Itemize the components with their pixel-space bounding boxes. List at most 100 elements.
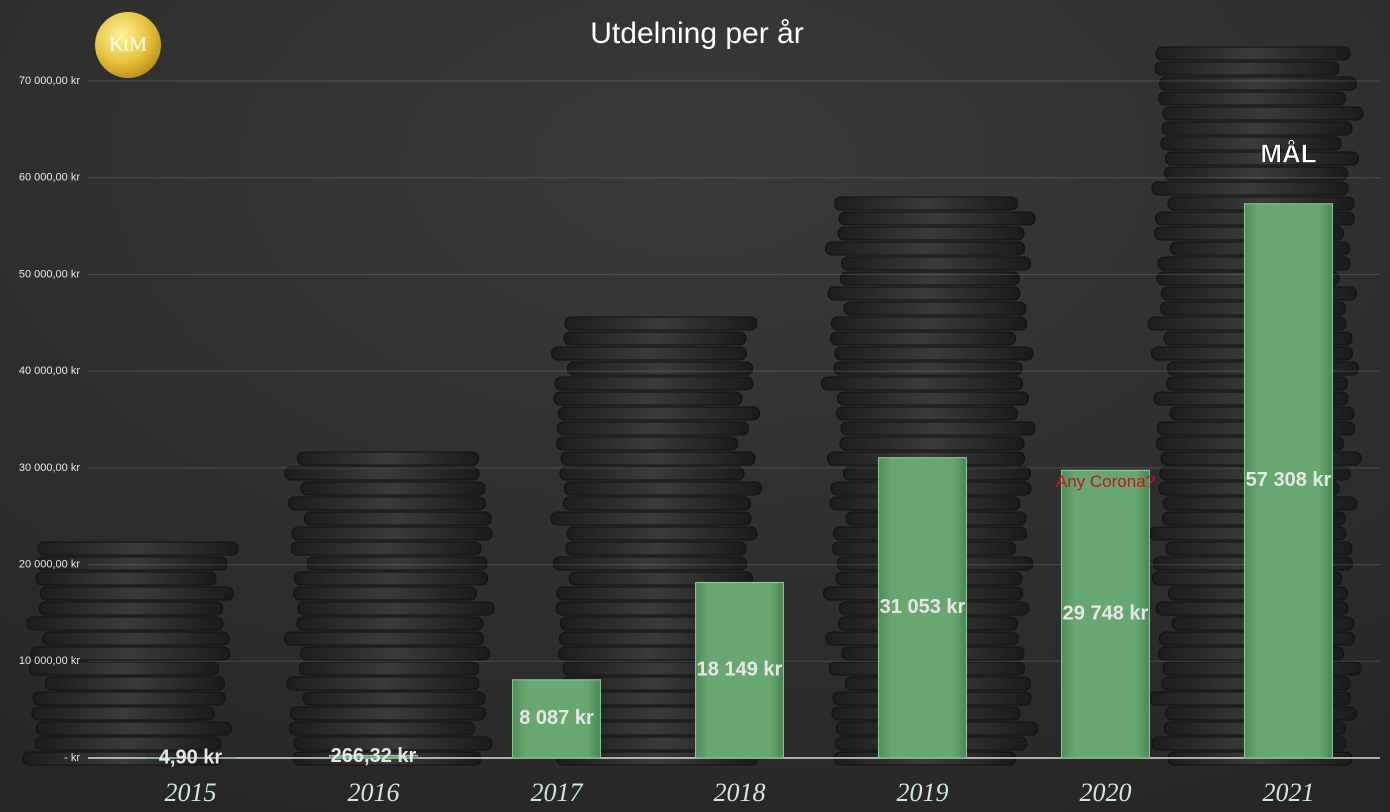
coin [841,256,1031,271]
coin [551,346,747,361]
x-tick-label: 2015 [165,778,217,807]
bar [329,754,418,759]
coin [843,301,1027,316]
coin [834,346,1034,361]
y-tick-label: 40 000,00 kr [19,365,80,377]
x-tick-label: 2019 [897,778,949,807]
plot-area: - kr 10 000,00 kr 20 000,00 kr 30 000,00 kr… [19,75,1380,807]
y-tick-label: 60 000,00 kr [19,172,80,184]
coin [1151,181,1349,196]
coin [550,511,752,526]
logo [95,12,161,78]
chart-title: Utdelning per år [590,17,803,50]
coin [293,736,493,751]
x-tick-label: 2018 [714,778,766,807]
coin [36,556,228,571]
bar [1061,469,1150,759]
coin [554,376,754,391]
coin [837,226,1025,241]
coin [304,511,492,526]
coin [838,211,1036,226]
coin [290,706,486,721]
coin [557,421,749,436]
x-tick-label: 2017 [531,778,584,807]
coin-stacks [22,46,1364,766]
coin [306,556,488,571]
value-label: 266,32 kr [331,745,417,767]
coin [563,331,747,346]
y-tick-label: 20 000,00 kr [19,558,80,570]
coin [45,676,225,691]
value-label: 29 748 kr [1063,602,1149,624]
coin [1158,91,1346,106]
coin [553,391,743,406]
coin [300,646,490,661]
coin [42,631,230,646]
x-tick-label: 2020 [1080,778,1132,807]
coin [825,241,1025,256]
coin [288,496,486,511]
coin [827,286,1021,301]
coin [1155,46,1351,61]
coin [840,271,1020,286]
coin [32,691,226,706]
coin [556,436,738,451]
annotation: MÅL [1260,139,1316,169]
bar [1244,203,1333,759]
coin [284,466,480,481]
logo-text: KtM [109,34,147,56]
value-label: 8 087 kr [519,707,594,729]
coin [297,601,495,616]
value-label: 4,90 kr [159,746,223,768]
bar [512,679,601,759]
coin [286,676,480,691]
value-label: 31 053 kr [880,596,966,618]
coin [836,406,1018,421]
coin [565,541,747,556]
coin [40,586,234,601]
value-label: 18 149 kr [697,659,783,681]
coin [284,631,484,646]
coin [563,496,751,511]
coin [26,616,224,631]
coin [300,481,486,496]
coin [294,571,488,586]
coin [840,421,1036,436]
coin [31,706,215,721]
coin [559,466,745,481]
y-tick-label: - kr [64,752,80,764]
coin [289,721,475,736]
coin [560,451,756,466]
coin [291,526,493,541]
coin [35,571,217,586]
coin [35,736,221,751]
y-tick-label: 30 000,00 kr [19,462,80,474]
coin [293,586,477,601]
coin [564,481,762,496]
coin [299,661,479,676]
coin [290,541,482,556]
coin [821,376,1023,391]
coin [553,556,747,571]
coin [30,646,230,661]
bar [695,581,784,759]
coin [1161,121,1353,136]
coin [839,436,1025,451]
y-tick-label: 10 000,00 kr [19,655,80,667]
coin [834,196,1018,211]
coin [1154,61,1340,76]
coin [837,391,1029,406]
y-tick-label: 70 000,00 kr [19,75,80,87]
coin [302,691,486,706]
coin [39,601,223,616]
annotation: Any Corona? [1056,472,1155,491]
coin [37,541,239,556]
coin [297,451,479,466]
coin [1164,166,1348,181]
x-tick-label: 2021 [1263,778,1315,807]
coin [1165,151,1359,166]
coin [569,571,753,586]
coin [296,616,484,631]
coin [29,661,219,676]
